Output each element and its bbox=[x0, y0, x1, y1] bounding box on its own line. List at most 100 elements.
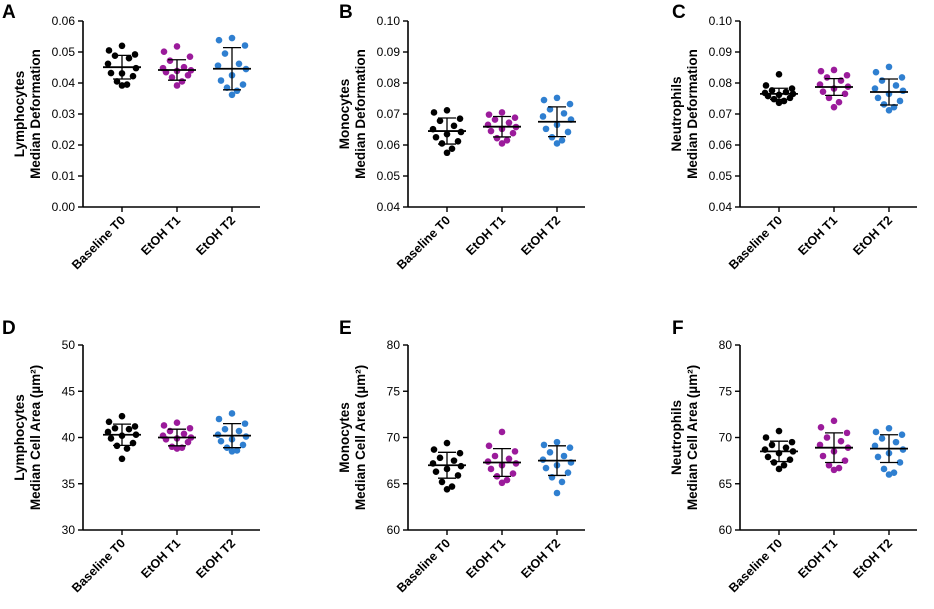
data-point bbox=[241, 42, 249, 49]
data-point bbox=[443, 149, 451, 157]
data-point bbox=[825, 94, 833, 102]
data-point bbox=[168, 443, 176, 451]
data-point bbox=[107, 69, 115, 77]
data-point bbox=[456, 449, 464, 457]
data-point bbox=[118, 82, 126, 89]
data-point bbox=[509, 129, 517, 137]
y-tick-label: 75 bbox=[387, 384, 401, 398]
data-point bbox=[896, 97, 904, 105]
data-point bbox=[503, 476, 511, 484]
data-point bbox=[228, 410, 236, 417]
y-tick-label: 0.02 bbox=[52, 138, 76, 152]
data-point bbox=[782, 444, 790, 451]
data-point bbox=[129, 439, 137, 447]
data-point bbox=[540, 96, 548, 104]
y-axis-title-line1: Lymphocytes bbox=[12, 71, 27, 158]
series-1 bbox=[158, 419, 196, 452]
data-point bbox=[457, 462, 465, 470]
data-point bbox=[443, 486, 451, 493]
data-point bbox=[505, 455, 513, 463]
data-point bbox=[512, 460, 520, 467]
y-axis-title-line1: Lymphocytes bbox=[12, 394, 27, 481]
data-point bbox=[890, 469, 898, 476]
x-tick-label: EtOH T2 bbox=[193, 213, 238, 258]
data-point bbox=[830, 466, 838, 474]
data-point bbox=[105, 418, 113, 426]
y-tick-label: 0.04 bbox=[709, 200, 733, 214]
data-point bbox=[892, 438, 900, 446]
data-point bbox=[509, 470, 517, 477]
data-point bbox=[835, 464, 843, 472]
data-point bbox=[770, 459, 778, 466]
data-point bbox=[118, 42, 126, 50]
data-point bbox=[432, 133, 440, 141]
data-point bbox=[786, 456, 794, 464]
data-point bbox=[819, 88, 827, 95]
data-point bbox=[817, 67, 825, 75]
data-point bbox=[132, 64, 140, 72]
data-point bbox=[436, 117, 444, 125]
data-point bbox=[819, 452, 827, 460]
data-point bbox=[454, 472, 462, 479]
data-point bbox=[505, 119, 513, 126]
panel-b: B 0.04 0.05 0.06 0.07 0.08 0.09 0.10 Monocytes Me… bbox=[337, 2, 585, 272]
x-tick-label: Baseline T0 bbox=[69, 536, 128, 595]
y-axis-title-line2: Median Cell Area (µm²) bbox=[353, 365, 368, 510]
data-point bbox=[173, 419, 181, 427]
series-0 bbox=[428, 439, 466, 493]
data-point bbox=[539, 113, 547, 120]
y-tick-label: 0.06 bbox=[52, 14, 76, 28]
data-point bbox=[503, 137, 511, 144]
data-point bbox=[233, 447, 241, 454]
y-tick-label: 0.01 bbox=[52, 169, 76, 183]
data-point bbox=[898, 74, 906, 81]
data-point bbox=[491, 452, 499, 460]
data-point bbox=[841, 90, 849, 98]
series-0 bbox=[760, 71, 798, 107]
data-point bbox=[786, 94, 794, 102]
panel-letter: F bbox=[672, 318, 684, 339]
data-point bbox=[184, 438, 192, 446]
data-point bbox=[160, 48, 168, 55]
data-point bbox=[448, 145, 456, 153]
x-tick-label: Baseline T0 bbox=[726, 536, 785, 595]
data-point bbox=[113, 78, 121, 85]
series-2 bbox=[213, 410, 251, 455]
data-point bbox=[131, 423, 139, 430]
data-point bbox=[118, 412, 126, 420]
data-point bbox=[835, 98, 843, 106]
y-axis-title-line1: Monocytes bbox=[337, 402, 352, 473]
data-point bbox=[118, 455, 126, 463]
data-point bbox=[173, 445, 181, 452]
data-point bbox=[566, 444, 574, 451]
panel-e: E 60 65 70 75 80 Monocytes Median Cell Area (µm… bbox=[337, 318, 585, 595]
data-point bbox=[564, 469, 572, 476]
series-0 bbox=[760, 427, 798, 473]
data-point bbox=[107, 435, 115, 442]
data-point bbox=[105, 47, 113, 54]
data-point bbox=[125, 425, 133, 433]
data-point bbox=[878, 77, 886, 84]
data-point bbox=[186, 424, 194, 432]
data-point bbox=[843, 429, 851, 437]
data-point bbox=[180, 430, 188, 438]
data-point bbox=[239, 441, 247, 449]
series-0 bbox=[103, 412, 141, 463]
data-point bbox=[892, 82, 900, 89]
data-point bbox=[898, 431, 906, 439]
data-point bbox=[456, 115, 464, 122]
y-tick-label: 70 bbox=[719, 431, 733, 445]
y-axis-title-line1: Neutrophils bbox=[669, 400, 684, 475]
data-point bbox=[450, 457, 458, 464]
data-point bbox=[564, 128, 572, 136]
data-point bbox=[129, 72, 137, 80]
data-point bbox=[885, 424, 893, 432]
y-axis-title-line2: Median Deformation bbox=[353, 49, 368, 179]
series-2 bbox=[538, 438, 576, 497]
data-point bbox=[438, 478, 446, 486]
data-point bbox=[511, 114, 519, 122]
y-axis-title-line2: Median Deformation bbox=[28, 49, 43, 179]
y-tick-label: 0.08 bbox=[377, 76, 401, 90]
data-point bbox=[173, 43, 181, 50]
y-tick-label: 80 bbox=[719, 338, 733, 352]
